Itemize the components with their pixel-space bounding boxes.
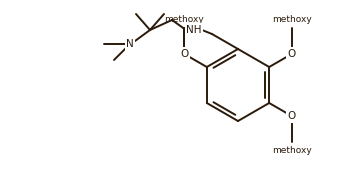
- Text: O: O: [180, 49, 188, 59]
- Text: methoxy: methoxy: [272, 146, 311, 155]
- Text: methoxy: methoxy: [164, 15, 204, 24]
- Text: NH: NH: [186, 25, 202, 35]
- Text: O: O: [287, 49, 296, 59]
- Text: methoxy: methoxy: [272, 15, 311, 24]
- Text: O: O: [287, 111, 296, 121]
- Text: N: N: [126, 39, 134, 49]
